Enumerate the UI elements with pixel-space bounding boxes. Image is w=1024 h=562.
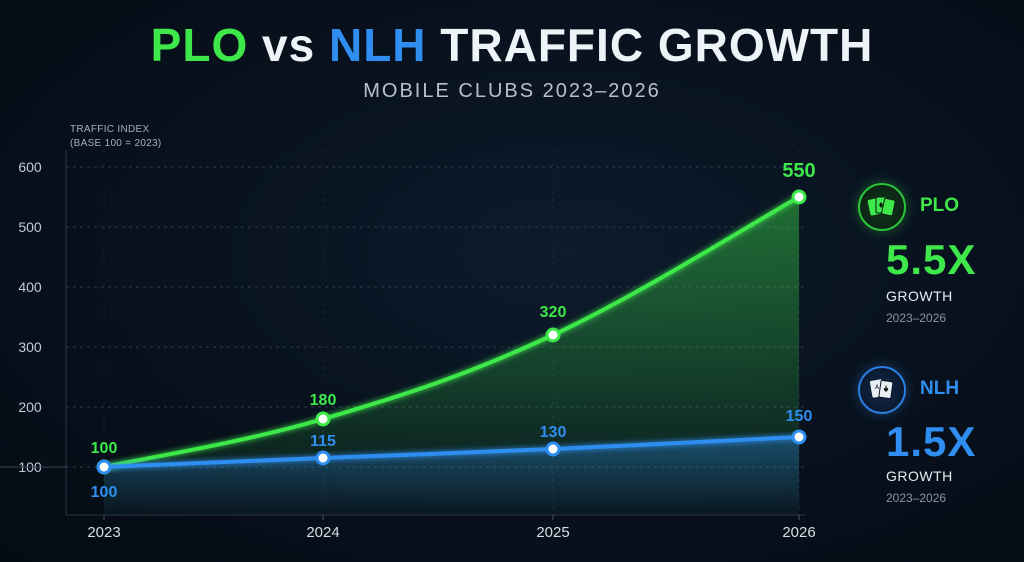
plo-data-label: 320 <box>540 304 567 321</box>
plo-area <box>104 197 799 515</box>
nlh-legend-name: NLH <box>920 378 960 399</box>
x-tick-label: 2023 <box>87 524 120 541</box>
nlh-data-label: 130 <box>540 424 567 441</box>
title-rest: TRAFFIC GROWTH <box>440 19 874 71</box>
nlh-data-label: 100 <box>91 484 118 501</box>
title-nlh: NLH <box>328 19 427 71</box>
title-vs: vs <box>262 19 316 71</box>
nlh-area <box>104 437 799 515</box>
cards-icon <box>867 196 896 217</box>
x-tick-label: 2026 <box>782 524 815 541</box>
x-tick-label: 2024 <box>306 524 339 541</box>
plo-line <box>102 195 801 469</box>
label-layer: 100 180 320 550 100 115 130 150 <box>91 160 816 501</box>
title-plo: PLO <box>150 19 249 71</box>
y-tick-label: 300 <box>18 339 42 355</box>
y-tick-label: 200 <box>18 399 42 415</box>
nlh-line <box>102 435 801 469</box>
nlh-multiplier: 1.5X <box>886 418 977 465</box>
plo-data-label: 100 <box>91 440 118 457</box>
plo-data-label: 550 <box>782 160 815 182</box>
y-axis-label-line2: (BASE 100 = 2023) <box>70 138 162 149</box>
nlh-range: 2023–2026 <box>886 491 947 505</box>
area-layer <box>104 197 799 515</box>
plo-growth-label: GROWTH <box>886 288 953 304</box>
x-tick-label: 2025 <box>536 524 569 541</box>
nlh-point <box>791 429 807 445</box>
plo-legend-name: PLO <box>920 195 960 216</box>
y-tick-label: 600 <box>18 159 42 175</box>
plo-multiplier: 5.5X <box>886 236 977 283</box>
y-axis-label-line1: TRAFFIC INDEX <box>70 124 150 135</box>
line-layer <box>102 195 801 469</box>
nlh-data-label: 115 <box>310 433 336 450</box>
nlh-point <box>315 450 331 466</box>
y-tick-label: 500 <box>18 219 42 235</box>
plo-point <box>315 411 331 427</box>
y-axis-label: TRAFFIC INDEX (BASE 100 = 2023) <box>70 123 162 151</box>
nlh-data-label: 150 <box>786 408 813 425</box>
nlh-point <box>96 459 112 475</box>
nlh-badge: A A <box>858 366 906 414</box>
plo-range: 2023–2026 <box>886 311 947 325</box>
chart-title: PLO vs NLH TRAFFIC GROWTH <box>0 18 1024 72</box>
aces-icon: A A <box>869 379 894 400</box>
plo-point <box>791 189 807 205</box>
plo-data-label: 180 <box>310 392 337 409</box>
chart-subtitle: MOBILE CLUBS 2023–2026 <box>363 80 661 102</box>
nlh-point <box>545 441 561 457</box>
plo-point <box>545 327 561 343</box>
point-layer <box>96 189 807 475</box>
svg-text:A: A <box>875 384 880 391</box>
y-tick-label: 400 <box>18 279 42 295</box>
plo-badge <box>858 183 906 231</box>
nlh-growth-label: GROWTH <box>886 468 953 484</box>
